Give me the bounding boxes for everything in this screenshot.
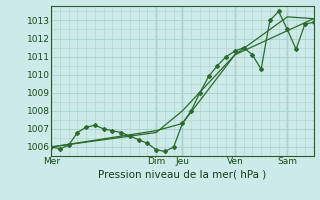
X-axis label: Pression niveau de la mer( hPa ): Pression niveau de la mer( hPa ): [98, 169, 267, 179]
